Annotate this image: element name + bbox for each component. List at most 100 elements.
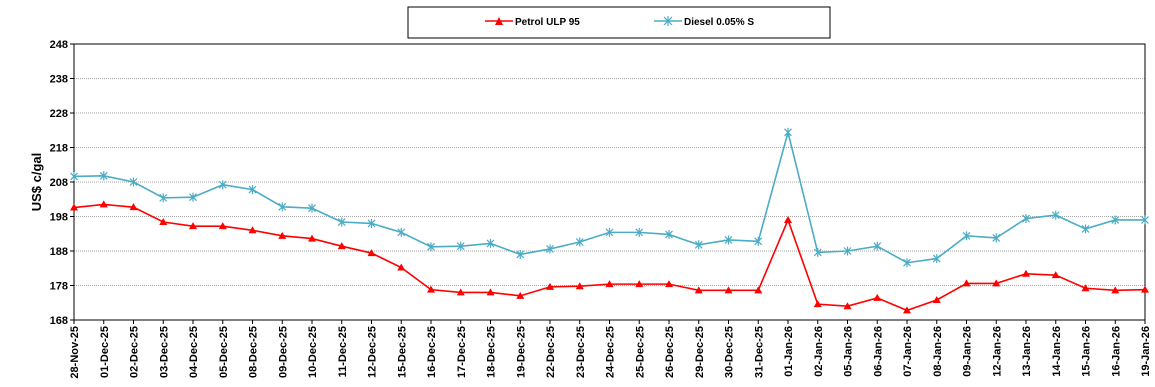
- data-point: [813, 247, 822, 257]
- data-point: [278, 202, 287, 212]
- data-point: [694, 240, 703, 250]
- data-point: [813, 300, 822, 308]
- data-point: [605, 227, 614, 237]
- x-tick-label: 10-Dec-25: [307, 326, 319, 378]
- data-point: [427, 285, 435, 293]
- data-point: [665, 280, 673, 288]
- data-point: [635, 227, 644, 237]
- data-point: [99, 200, 108, 208]
- data-point: [1111, 215, 1120, 225]
- data-point: [337, 242, 346, 250]
- x-axis-ticks: 28-Nov-25 01-Dec-25 02-Dec-25 03-Dec-25 04-D…: [69, 320, 1152, 379]
- series-layer: [70, 127, 1149, 314]
- data-point: [754, 236, 763, 246]
- data-point: [992, 279, 1001, 287]
- data-point: [962, 231, 971, 241]
- data-point: [1081, 284, 1090, 292]
- data-point: [70, 171, 78, 181]
- legend-item-diesel: Diesel 0.05% S: [654, 16, 754, 28]
- x-tick-label: 12-Dec-25: [367, 326, 379, 378]
- x-tick-label: 04-Dec-25: [188, 326, 200, 378]
- data-point: [308, 234, 316, 242]
- x-tick-label: 28-Nov-25: [69, 326, 81, 379]
- x-tick-label: 30-Dec-25: [724, 326, 736, 378]
- data-point: [932, 295, 941, 303]
- data-point: [1141, 285, 1149, 293]
- data-point: [754, 286, 763, 294]
- data-point: [575, 282, 584, 290]
- x-tick-label: 06-Jan-26: [872, 326, 884, 377]
- data-point: [218, 180, 227, 190]
- x-tick-label: 22-Dec-25: [545, 326, 557, 378]
- legend: Petrol ULP 95 Diesel 0.05% S: [407, 6, 831, 39]
- legend-diesel-marker: [663, 16, 673, 26]
- x-tick-label: 18-Dec-25: [486, 326, 498, 378]
- data-point: [635, 280, 644, 288]
- data-point: [1081, 224, 1090, 234]
- x-tick-label: 12-Jan-26: [991, 326, 1003, 377]
- series-petrol-ulp-95: [70, 200, 1149, 314]
- x-tick-label: 07-Jan-26: [902, 326, 914, 377]
- data-point: [546, 244, 554, 254]
- x-tick-label: 13-Jan-26: [1021, 326, 1033, 377]
- data-point: [1051, 271, 1060, 279]
- data-point: [248, 226, 257, 234]
- data-point: [962, 279, 971, 287]
- gridlines: [74, 43, 1145, 286]
- x-tick-label: 16-Dec-25: [426, 326, 438, 378]
- data-point: [99, 171, 108, 181]
- y-axis-title: US$ c/gal: [29, 153, 44, 212]
- y-tick-label: 218: [50, 143, 68, 155]
- data-point: [843, 302, 852, 310]
- data-point: [784, 215, 792, 223]
- x-tick-label: 26-Dec-25: [664, 326, 676, 378]
- data-point: [724, 235, 733, 245]
- data-point: [665, 229, 673, 239]
- data-point: [546, 282, 554, 290]
- data-point: [337, 217, 346, 227]
- data-point: [903, 258, 911, 268]
- x-tick-label: 02-Dec-25: [129, 326, 141, 378]
- legend-petrol-label: Petrol ULP 95: [515, 17, 580, 28]
- data-point: [456, 288, 465, 296]
- data-point: [427, 242, 435, 252]
- data-point: [159, 193, 168, 203]
- data-point: [873, 241, 882, 251]
- data-point: [397, 263, 406, 271]
- series-diesel-0-05-s: [70, 127, 1149, 268]
- data-point: [873, 293, 882, 301]
- data-point: [1022, 269, 1030, 277]
- data-point: [486, 288, 495, 296]
- x-tick-label: 17-Dec-25: [456, 326, 468, 378]
- data-point: [694, 286, 703, 294]
- y-tick-label: 248: [50, 39, 68, 51]
- y-tick-label: 208: [50, 177, 68, 189]
- legend-item-petrol: Petrol ULP 95: [485, 17, 580, 28]
- data-point: [932, 254, 941, 264]
- x-tick-label: 05-Dec-25: [218, 326, 230, 378]
- data-point: [903, 306, 911, 314]
- x-tick-label: 14-Jan-26: [1051, 326, 1063, 377]
- data-point: [159, 218, 168, 226]
- data-point: [516, 291, 525, 299]
- data-point: [397, 227, 406, 237]
- legend-petrol-marker: [495, 17, 503, 25]
- x-tick-label: 31-Dec-25: [753, 326, 765, 378]
- data-point: [189, 192, 197, 202]
- x-tick-label: 01-Jan-26: [783, 326, 795, 377]
- data-point: [1022, 214, 1030, 224]
- data-point: [456, 241, 465, 251]
- data-point: [992, 233, 1001, 243]
- y-tick-label: 198: [50, 212, 68, 224]
- y-tick-label: 238: [50, 74, 68, 86]
- data-point: [278, 231, 287, 239]
- y-axis-ticks: 168 178 188 198 208 218 228 238 248: [50, 39, 74, 327]
- x-tick-label: 23-Dec-25: [575, 326, 587, 378]
- data-point: [516, 249, 525, 259]
- x-tick-label: 02-Jan-26: [813, 326, 825, 377]
- data-point: [218, 222, 227, 230]
- y-tick-label: 168: [50, 315, 68, 327]
- x-tick-label: 08-Jan-26: [932, 326, 944, 377]
- x-tick-label: 15-Jan-26: [1081, 326, 1093, 377]
